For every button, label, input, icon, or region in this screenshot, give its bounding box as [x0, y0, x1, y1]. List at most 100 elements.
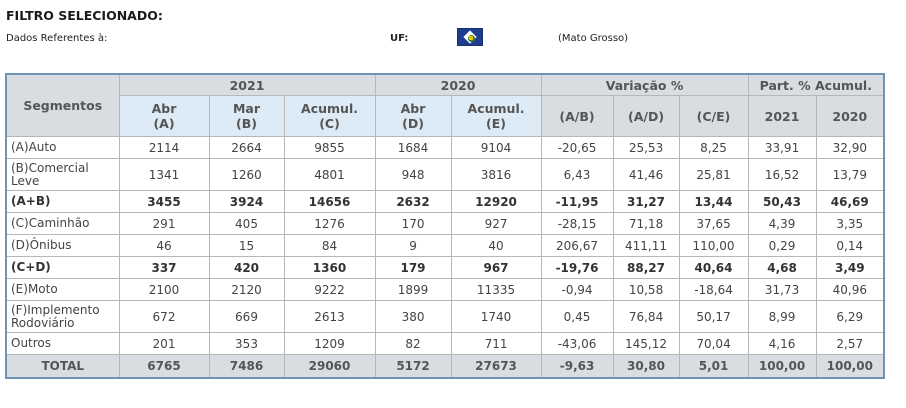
value-cell: 6,43: [540, 158, 614, 191]
value-cell: 6,29: [815, 300, 885, 333]
value-cell: 3924: [208, 190, 285, 213]
group-header-share: Part. % Acumul.: [747, 73, 885, 96]
value-cell: 7486: [208, 354, 285, 379]
value-cell: 50,17: [678, 300, 749, 333]
value-cell: 76,84: [612, 300, 680, 333]
value-cell: 84: [283, 234, 376, 257]
value-cell: 4801: [283, 158, 376, 191]
segment-cell: TOTAL: [5, 354, 120, 379]
value-cell: 29060: [283, 354, 376, 379]
segments-header: Segmentos: [5, 73, 120, 137]
value-cell: 25,53: [612, 136, 680, 159]
value-cell: 1209: [283, 332, 376, 355]
segment-cell: (A+B): [5, 190, 120, 213]
value-cell: 170: [374, 212, 452, 235]
group-header-variation: Variação %: [540, 73, 749, 96]
value-cell: 27673: [450, 354, 542, 379]
value-cell: 3,49: [815, 256, 885, 279]
value-cell: 1360: [283, 256, 376, 279]
table-row: (C)Caminhão 291 405 1276 170 927 -28,15 71,18 37…: [5, 212, 885, 235]
segment-cell: (C+D): [5, 256, 120, 279]
value-cell: 50,43: [747, 190, 817, 213]
value-cell: 9104: [450, 136, 542, 159]
value-cell: 31,73: [747, 278, 817, 301]
value-cell: 9: [374, 234, 452, 257]
value-cell: -20,65: [540, 136, 614, 159]
value-cell: 40,96: [815, 278, 885, 301]
segment-cell: (D)Ônibus: [5, 234, 120, 257]
col-header-c-e: (C/E): [678, 95, 749, 137]
segment-cell: Outros: [5, 332, 120, 355]
value-cell: -9,63: [540, 354, 614, 379]
value-cell: 420: [208, 256, 285, 279]
value-cell: 100,00: [815, 354, 885, 379]
value-cell: 3816: [450, 158, 542, 191]
value-cell: 32,90: [815, 136, 885, 159]
segment-cell: (B)Comercial Leve: [5, 158, 120, 191]
value-cell: 8,99: [747, 300, 817, 333]
value-cell: 31,27: [612, 190, 680, 213]
value-cell: 0,14: [815, 234, 885, 257]
value-cell: 30,80: [612, 354, 680, 379]
value-cell: 0,45: [540, 300, 614, 333]
value-cell: 1260: [208, 158, 285, 191]
value-cell: 82: [374, 332, 452, 355]
value-cell: 337: [118, 256, 210, 279]
value-cell: -19,76: [540, 256, 614, 279]
value-cell: 967: [450, 256, 542, 279]
value-cell: 8,25: [678, 136, 749, 159]
segment-cell: (F)Implemento Rodoviário: [5, 300, 120, 333]
col-header-acumul-c: Acumul. (C): [283, 95, 376, 137]
value-cell: 5172: [374, 354, 452, 379]
value-cell: 179: [374, 256, 452, 279]
value-cell: 15: [208, 234, 285, 257]
value-cell: 380: [374, 300, 452, 333]
table-row: (B)Comercial Leve 1341 1260 4801 948 3816 6,43…: [5, 158, 885, 191]
state-name: (Mato Grosso): [558, 33, 629, 44]
value-cell: 1740: [450, 300, 542, 333]
value-cell: 6765: [118, 354, 210, 379]
table-row: (A+B) 3455 3924 14656 2632 12920 -11,95 31,27 13…: [5, 190, 885, 213]
table-row: (E)Moto 2100 2120 9222 1899 11335 -0,94 10,58 -1…: [5, 278, 885, 301]
value-cell: 405: [208, 212, 285, 235]
col-header-abr-d: Abr (D): [374, 95, 452, 137]
value-cell: 33,91: [747, 136, 817, 159]
sales-table: Segmentos 2021 2020 Variação % Part. % A…: [5, 73, 886, 379]
value-cell: 1341: [118, 158, 210, 191]
value-cell: 13,44: [678, 190, 749, 213]
value-cell: 291: [118, 212, 210, 235]
table-row: Outros 201 353 1209 82 711 -43,06 145,12 70,04 4,…: [5, 332, 885, 355]
value-cell: 25,81: [678, 158, 749, 191]
value-cell: 948: [374, 158, 452, 191]
value-cell: -11,95: [540, 190, 614, 213]
uf-label: UF:: [390, 33, 409, 44]
value-cell: 10,58: [612, 278, 680, 301]
col-header-share-2020: 2020: [815, 95, 885, 137]
value-cell: 927: [450, 212, 542, 235]
value-cell: 4,39: [747, 212, 817, 235]
table-row: (A)Auto 2114 2664 9855 1684 9104 -20,65 25,53 8,…: [5, 136, 885, 159]
col-header-abr-a: Abr (A): [118, 95, 210, 137]
value-cell: 11335: [450, 278, 542, 301]
value-cell: 12920: [450, 190, 542, 213]
col-header-a-d: (A/D): [612, 95, 680, 137]
value-cell: 3,35: [815, 212, 885, 235]
col-header-acumul-e: Acumul. (E): [450, 95, 542, 137]
value-cell: 1684: [374, 136, 452, 159]
value-cell: 411,11: [612, 234, 680, 257]
value-cell: 2100: [118, 278, 210, 301]
value-cell: 71,18: [612, 212, 680, 235]
value-cell: 110,00: [678, 234, 749, 257]
value-cell: 37,65: [678, 212, 749, 235]
value-cell: 46,69: [815, 190, 885, 213]
value-cell: 4,16: [747, 332, 817, 355]
value-cell: 13,79: [815, 158, 885, 191]
value-cell: -18,64: [678, 278, 749, 301]
table-row: TOTAL 6765 7486 29060 5172 27673 -9,63 30,80 5,0…: [5, 354, 885, 379]
value-cell: -28,15: [540, 212, 614, 235]
value-cell: 88,27: [612, 256, 680, 279]
value-cell: 711: [450, 332, 542, 355]
value-cell: 5,01: [678, 354, 749, 379]
value-cell: 1276: [283, 212, 376, 235]
table-row: (F)Implemento Rodoviário 672 669 2613 380 174…: [5, 300, 885, 333]
